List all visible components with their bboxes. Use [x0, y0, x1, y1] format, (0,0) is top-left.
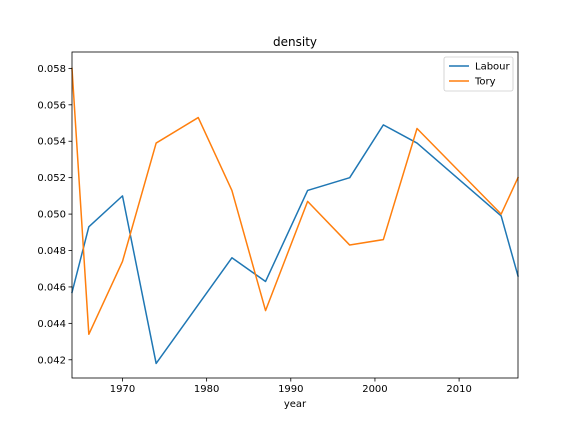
y-tick-label: 0.044: [37, 319, 66, 330]
plot-frame: [71, 51, 519, 379]
y-tick-label: 0.050: [37, 210, 66, 221]
y-tick-label: 0.046: [37, 282, 66, 293]
legend: Labour Tory: [443, 56, 514, 92]
series-layer: [71, 67, 519, 365]
series-line-labour: [71, 124, 519, 365]
y-tick-label: 0.052: [37, 173, 66, 184]
y-axis: 0.042 0.044 0.046 0.048 0.050 0.052 0.054 0.056…: [37, 64, 72, 366]
x-tick-label: 2010: [446, 384, 471, 395]
chart-title: density: [273, 35, 317, 49]
x-tick-label: 2000: [362, 384, 387, 395]
legend-label-tory: Tory: [474, 77, 496, 88]
series-line-tory: [71, 67, 519, 336]
y-tick-label: 0.058: [37, 64, 66, 75]
x-tick-label: 1980: [194, 384, 219, 395]
y-tick-label: 0.042: [37, 355, 66, 366]
legend-label-labour: Labour: [475, 62, 511, 73]
y-tick-label: 0.048: [37, 246, 66, 257]
x-axis: 1970 1980 1990 2000 2010: [110, 378, 472, 395]
x-tick-label: 1990: [278, 384, 303, 395]
y-tick-label: 0.054: [37, 137, 66, 148]
x-axis-label: year: [284, 399, 307, 410]
x-tick-label: 1970: [110, 384, 135, 395]
y-tick-label: 0.056: [37, 100, 66, 111]
